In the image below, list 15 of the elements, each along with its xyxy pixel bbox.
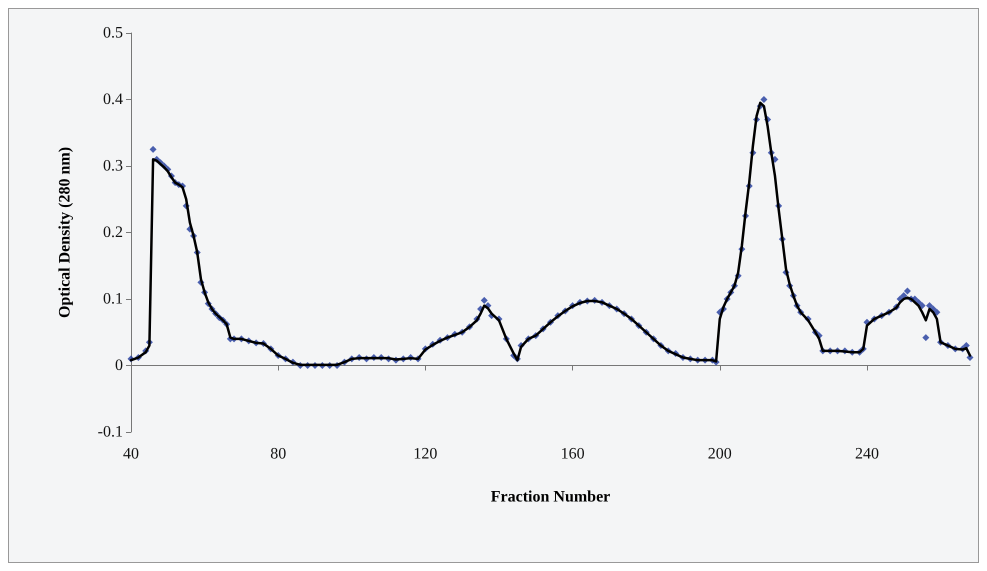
x-tick-label: 200 (708, 446, 732, 462)
y-tick-label: 0.1 (103, 290, 123, 308)
y-tick-label: 0.4 (103, 91, 123, 108)
x-tick-label: 120 (413, 446, 438, 462)
y-tick-label: 0.2 (103, 224, 123, 241)
x-tick-label: 40 (123, 446, 139, 462)
y-tick-label: 0.3 (103, 158, 123, 174)
y-tick-label: -0.1 (98, 424, 123, 440)
y-axis-title: Optical Density (280 nm) (56, 146, 74, 318)
x-tick-label: 240 (854, 446, 879, 462)
x-tick-label: 160 (560, 446, 585, 462)
y-tick-label: 0 (115, 357, 123, 374)
y-tick-label: 0.5 (103, 24, 123, 42)
x-axis-title: Fraction Number (490, 488, 610, 506)
x-tick-label: 80 (270, 446, 286, 462)
